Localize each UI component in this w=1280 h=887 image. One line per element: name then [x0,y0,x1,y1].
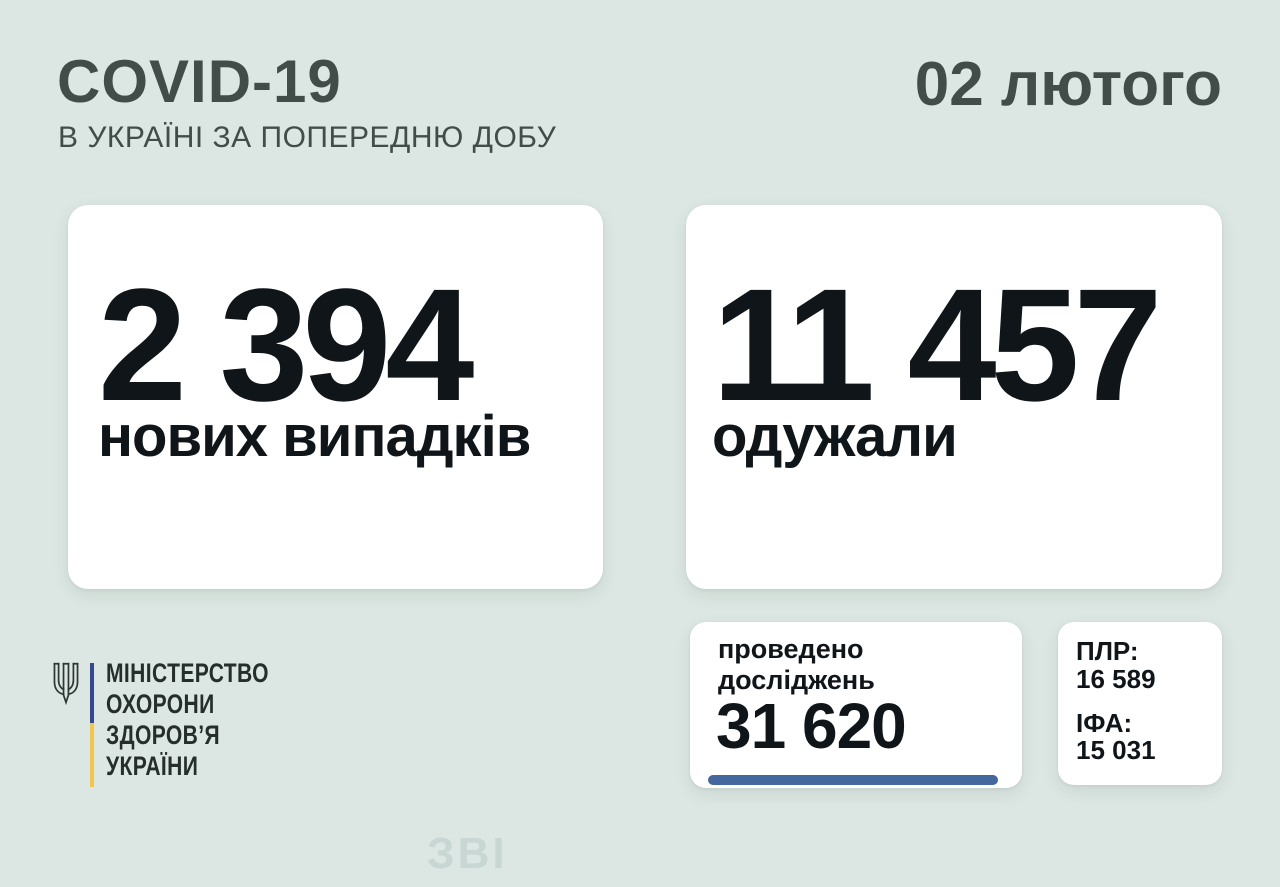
tests-label-line1: проведено [718,634,864,664]
ministry-name-line: МІНІСТЕРСТВО [106,658,269,688]
pcr-label: ПЛР: [1076,636,1139,666]
tests-label-line2: досліджень [718,665,875,695]
recovered-label: одужали [712,404,958,469]
ministry-name: МІНІСТЕРСТВО ОХОРОНИ ЗДОРОВ’Я УКРАЇНИ [106,658,269,782]
blue-accent-bar [708,775,998,785]
tests-label: проведено досліджень [718,634,875,696]
new-cases-card: 2 394 нових випадків [68,205,603,589]
test-types-card: ПЛР: 16 589 ІФА: 15 031 [1058,622,1222,785]
new-cases-label: нових випадків [98,404,531,469]
flag-yellow-segment [90,723,94,787]
tryzub-trident-icon [53,662,79,706]
ministry-name-line: ОХОРОНИ [106,689,215,719]
ministry-name-line: ЗДОРОВ’Я [106,720,221,750]
recovered-card: 11 457 одужали [686,205,1222,589]
pcr-value: 16 589 [1076,664,1156,694]
page-subtitle: В УКРАЇНІ ЗА ПОПЕРЕДНЮ ДОБУ [58,121,557,154]
faint-watermark: ЗВІ [427,829,508,878]
new-cases-value: 2 394 [98,255,474,434]
ifa-label: ІФА: [1076,708,1133,738]
report-date: 02 лютого [914,50,1222,119]
flag-divider-bar [90,663,94,787]
flag-blue-segment [90,663,94,723]
ifa-value: 15 031 [1076,735,1156,765]
page-title: COVID-19 [57,48,342,115]
tests-card: проведено досліджень 31 620 [690,622,1022,788]
recovered-value: 11 457 [712,255,1163,434]
tests-value: 31 620 [716,690,907,762]
ministry-name-line: УКРАЇНИ [106,751,199,781]
